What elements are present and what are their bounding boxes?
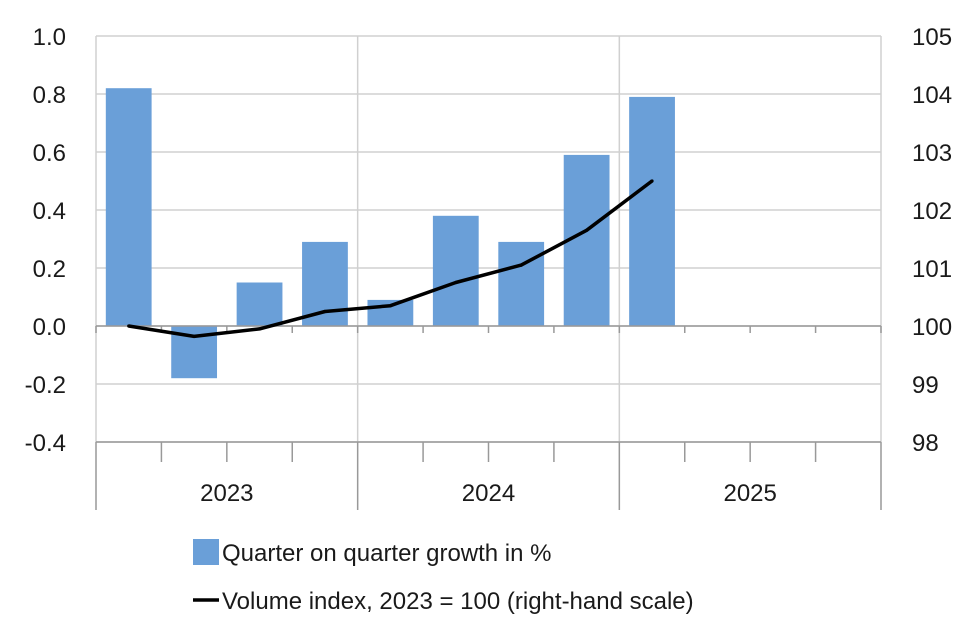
legend: Quarter on quarter growth in % Volume in… (193, 539, 694, 615)
line-series (127, 179, 654, 339)
y-right-tick-label: 98 (912, 430, 939, 457)
bar (236, 282, 283, 326)
year-label: 2023 (200, 480, 253, 507)
y-left-tick-label: 0.6 (33, 140, 66, 167)
bar (563, 154, 610, 326)
y-left-tick-label: 0.4 (33, 198, 66, 225)
bar (105, 88, 152, 326)
index-point (323, 309, 327, 314)
index-point (650, 179, 654, 183)
index-point (388, 304, 392, 308)
y-right-tick-label: 104 (912, 82, 952, 109)
y-left-tick-label: 0.2 (33, 256, 66, 283)
y-left-tick-label: 1.0 (33, 24, 66, 51)
index-point (585, 228, 589, 232)
y-left-tick-label: -0.2 (25, 372, 66, 399)
legend-line-label: Volume index, 2023 = 100 (right-hand sca… (222, 588, 694, 615)
y-right-tick-label: 103 (912, 140, 952, 167)
index-point (192, 334, 196, 339)
y-axis-left-ticks: -0.4 -0.2 0.0 0.2 0.4 0.6 0.8 1.0 (25, 24, 66, 457)
year-label: 2024 (462, 480, 515, 507)
year-label: 2025 (723, 480, 776, 507)
axes (95, 325, 882, 510)
index-point (127, 324, 131, 328)
y-right-tick-label: 101 (912, 256, 952, 283)
bar (302, 241, 348, 326)
index-point (454, 280, 458, 285)
grid-lines (95, 35, 882, 443)
y-right-tick-label: 99 (912, 372, 939, 399)
y-left-tick-label: 0.8 (33, 82, 66, 109)
y-left-tick-label: -0.4 (25, 430, 66, 457)
y-right-tick-label: 105 (912, 24, 952, 51)
x-axis-year-labels: 2023 2024 2025 (200, 480, 777, 507)
index-point (257, 327, 262, 331)
bar (498, 241, 545, 326)
bar (629, 96, 675, 327)
y-right-tick-label: 102 (912, 198, 952, 225)
bar (367, 299, 414, 326)
legend-bar-label: Quarter on quarter growth in % (222, 540, 552, 567)
index-point (519, 263, 523, 267)
y-right-tick-label: 100 (912, 314, 952, 341)
y-axis-right-ticks: 98 99 100 101 102 103 104 105 (912, 24, 952, 457)
bar (432, 215, 479, 326)
y-left-tick-label: 0.0 (33, 314, 66, 341)
legend-bar-swatch (193, 539, 219, 565)
